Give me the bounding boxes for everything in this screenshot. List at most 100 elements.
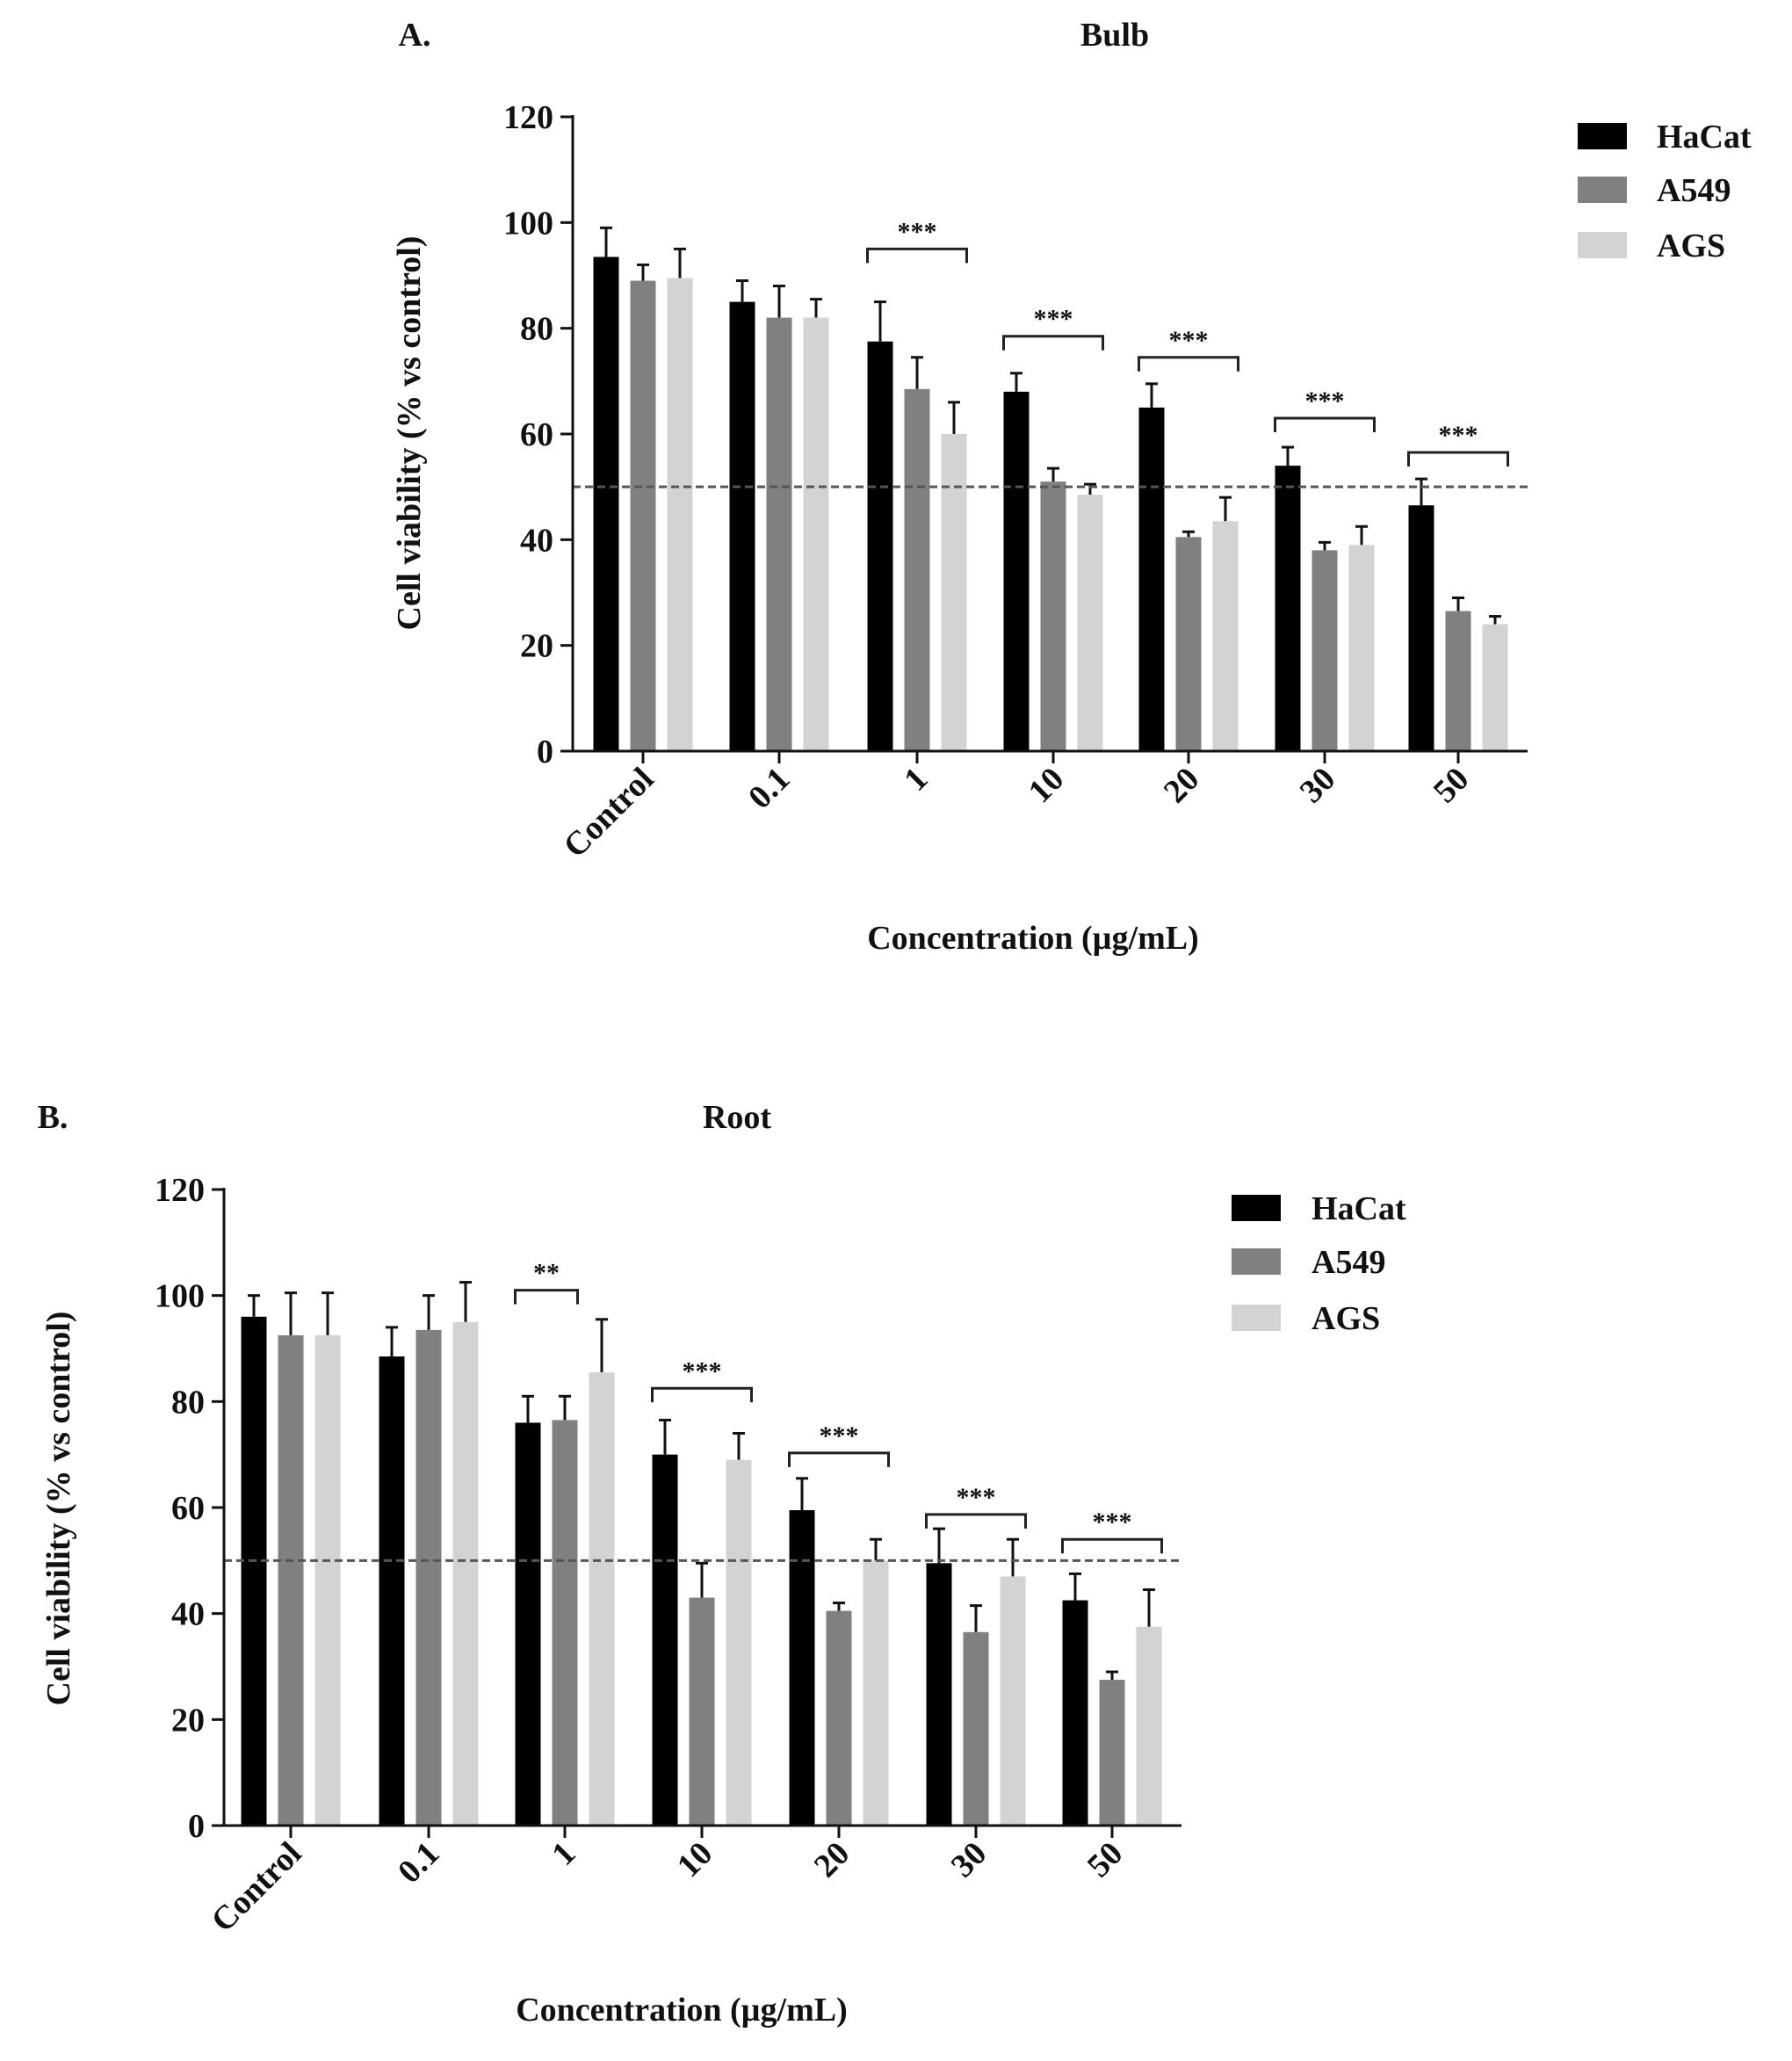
bar-hacat — [1275, 466, 1301, 751]
legend-swatch-hacat — [1578, 123, 1627, 149]
bar-a549 — [630, 280, 656, 751]
y-tick-label: 40 — [520, 522, 553, 559]
x-tick-label: 0.1 — [741, 761, 797, 816]
significance-label: *** — [820, 1421, 859, 1450]
x-tick-label: 0.1 — [391, 1835, 446, 1891]
bar-ags — [667, 278, 693, 752]
legend-label: A549 — [1311, 1244, 1385, 1281]
x-axis-label: Concentration (µg/mL) — [516, 1992, 848, 2028]
significance-bracket — [1061, 1537, 1163, 1554]
bar-ags — [314, 1334, 341, 1826]
bar-ags — [1000, 1576, 1026, 1826]
x-tick-label: 10 — [670, 1835, 720, 1885]
legend-label: HaCat — [1311, 1190, 1406, 1227]
bar-a549 — [552, 1420, 578, 1826]
bar-a549 — [766, 317, 792, 751]
significance-label: *** — [1305, 387, 1345, 416]
significance-label: *** — [1093, 1508, 1132, 1537]
significance-bracket — [925, 1513, 1027, 1529]
y-tick-label: 60 — [171, 1490, 205, 1527]
bar-a549 — [904, 388, 930, 751]
x-axis-label: Concentration (µg/mL) — [867, 920, 1199, 957]
significance-bracket — [866, 247, 968, 264]
bar-a549 — [826, 1610, 852, 1826]
bar-ags — [803, 317, 829, 751]
significance-bracket — [1138, 356, 1239, 372]
x-tick-label: 30 — [1293, 761, 1343, 811]
significance-label: *** — [898, 217, 937, 246]
chart-bulb: A. Bulb Cell viability (% vs control) Conce… — [391, 17, 1752, 957]
y-axis-label: Cell viability (% vs control) — [40, 1312, 77, 1706]
bar-hacat — [867, 341, 893, 751]
x-tick-label: 10 — [1022, 761, 1072, 811]
x-tick-label: Control — [557, 761, 661, 865]
y-axis-label: Cell viability (% vs control) — [391, 236, 428, 631]
y-tick-label: 0 — [537, 734, 553, 770]
chart-root: B. Root Cell viability (% vs control) Conce… — [38, 1099, 1406, 2028]
chart-title: Root — [703, 1099, 771, 1136]
legend-swatch-a549 — [1232, 1248, 1281, 1275]
y-tick-label: 60 — [520, 416, 553, 453]
significance-label: *** — [1169, 326, 1209, 355]
bar-hacat — [652, 1454, 678, 1826]
y-tick-label: 80 — [520, 311, 553, 348]
legend-swatch-ags — [1578, 232, 1627, 258]
bar-hacat — [379, 1356, 405, 1826]
bar-a549 — [1311, 550, 1338, 751]
significance-label: *** — [957, 1483, 996, 1512]
bar-a549 — [1445, 611, 1471, 751]
y-tick-label: 100 — [503, 205, 553, 242]
bar-a549 — [963, 1631, 989, 1826]
legend-label: A549 — [1657, 172, 1731, 209]
significance-label: *** — [1034, 305, 1073, 334]
significance-bracket — [514, 1289, 579, 1305]
bar-hacat — [926, 1563, 952, 1826]
significance-bracket — [788, 1451, 890, 1467]
significance-label: *** — [1439, 421, 1478, 450]
panel-label: B. — [38, 1099, 69, 1136]
bar-hacat — [729, 301, 755, 751]
bar-a549 — [1175, 537, 1202, 751]
bar-a549 — [415, 1329, 442, 1826]
legend-swatch-a549 — [1578, 177, 1627, 203]
bar-hacat — [241, 1316, 267, 1826]
bar-ags — [1077, 495, 1103, 751]
bar-ags — [452, 1321, 479, 1826]
bar-ags — [726, 1459, 752, 1826]
y-tick-label: 40 — [171, 1596, 205, 1633]
bar-hacat — [1003, 391, 1030, 751]
bar-a549 — [1040, 481, 1066, 751]
x-tick-label: 50 — [1427, 761, 1477, 811]
bar-ags — [1136, 1626, 1162, 1826]
y-tick-label: 20 — [171, 1702, 205, 1739]
y-tick-label: 120 — [503, 99, 553, 136]
bar-hacat — [515, 1422, 541, 1826]
bar-ags — [863, 1560, 889, 1826]
bar-a549 — [278, 1334, 304, 1826]
significance-bracket — [1002, 335, 1104, 351]
x-tick-label: 50 — [1080, 1835, 1131, 1885]
chart-title: Bulb — [1080, 17, 1149, 54]
bar-ags — [1482, 624, 1508, 751]
bar-ags — [1348, 545, 1375, 751]
significance-label: ** — [533, 1259, 560, 1288]
legend-swatch-ags — [1232, 1305, 1281, 1331]
x-tick-label: 1 — [897, 761, 935, 799]
bar-hacat — [789, 1510, 815, 1826]
significance-label: *** — [683, 1356, 722, 1385]
x-tick-label: 20 — [807, 1835, 857, 1885]
bar-hacat — [593, 257, 619, 752]
legend-label: AGS — [1657, 228, 1725, 264]
bar-a549 — [689, 1597, 715, 1826]
significance-bracket — [1274, 416, 1376, 432]
bar-a549 — [1099, 1680, 1125, 1826]
x-tick-label: 20 — [1157, 761, 1207, 811]
y-tick-label: 20 — [520, 628, 553, 665]
y-tick-label: 120 — [155, 1172, 205, 1209]
legend-label: HaCat — [1657, 119, 1752, 155]
x-tick-label: 30 — [944, 1835, 994, 1885]
significance-bracket — [651, 1386, 753, 1403]
legend-swatch-hacat — [1232, 1195, 1281, 1221]
y-tick-label: 0 — [188, 1808, 205, 1845]
